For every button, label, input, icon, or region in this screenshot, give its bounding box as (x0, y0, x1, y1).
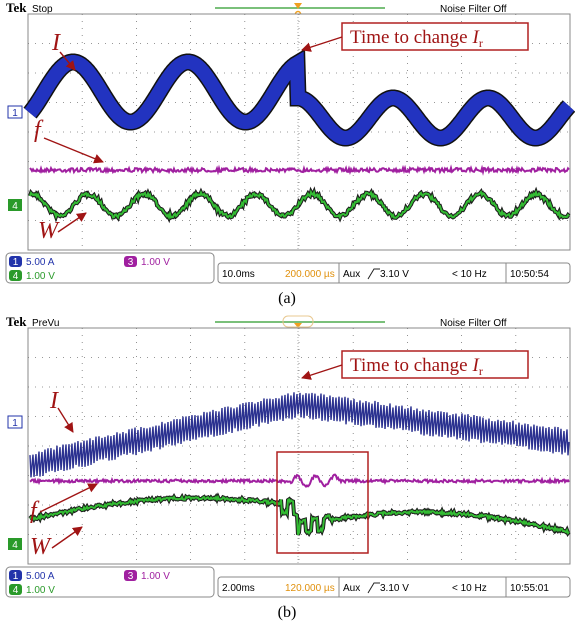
trigger-level: 3.10 V (380, 583, 409, 594)
annotation-phrase: Time to change (350, 355, 468, 376)
channel-number: 3 (128, 257, 134, 268)
caption: (b) (278, 604, 297, 621)
channel-number: 3 (128, 571, 134, 582)
signal-label: I (51, 30, 61, 56)
channel-number: 4 (13, 585, 19, 596)
noise-filter: Noise Filter Off (440, 318, 507, 329)
position: 200.000 µs (285, 269, 335, 280)
channel-scale: 1.00 V (26, 271, 55, 282)
channel-number: 1 (13, 571, 19, 582)
signal-label: I (49, 388, 59, 414)
acquisition-status: Stop (32, 4, 53, 15)
clock: 10:50:54 (510, 269, 549, 280)
figure: TekStopNoise Filter Off14Time to changeI… (0, 0, 575, 629)
frequency: < 10 Hz (452, 583, 487, 594)
noise-filter: Noise Filter Off (440, 4, 507, 15)
annotation-subscript: r (479, 364, 483, 378)
frequency: < 10 Hz (452, 269, 487, 280)
channel-scale: 1.00 V (26, 585, 55, 596)
brand: Tek (6, 0, 27, 15)
channel-marker-label: 1 (12, 418, 18, 429)
trigger-source: Aux (343, 583, 360, 594)
annotation-subscript: r (479, 36, 483, 50)
signal-label: W (30, 534, 52, 560)
channel-marker-label: 1 (12, 108, 18, 119)
brand: Tek (6, 314, 27, 329)
acquisition-status: PreVu (32, 318, 59, 329)
clock: 10:55:01 (510, 583, 549, 594)
caption: (a) (278, 290, 296, 307)
annotation-phrase: Time to change (350, 27, 468, 48)
channel-number: 4 (13, 271, 19, 282)
channel-number: 1 (13, 257, 19, 268)
channel-marker-label: 4 (12, 540, 18, 551)
channel-scale: 5.00 A (26, 571, 55, 582)
channel-scale: 5.00 A (26, 257, 55, 268)
scope-panel: Tek PreVu Noise Filter Off 1 4 Time to change… (6, 314, 570, 621)
position: 120.000 µs (285, 583, 335, 594)
signal-label: W (38, 218, 60, 244)
timebase: 10.0ms (222, 269, 255, 280)
channel-marker-label: 4 (12, 201, 18, 212)
trigger-level: 3.10 V (380, 269, 409, 280)
channel-scale: 1.00 V (141, 571, 170, 582)
channel-scale: 1.00 V (141, 257, 170, 268)
trigger-source: Aux (343, 269, 360, 280)
timebase: 2.00ms (222, 583, 255, 594)
